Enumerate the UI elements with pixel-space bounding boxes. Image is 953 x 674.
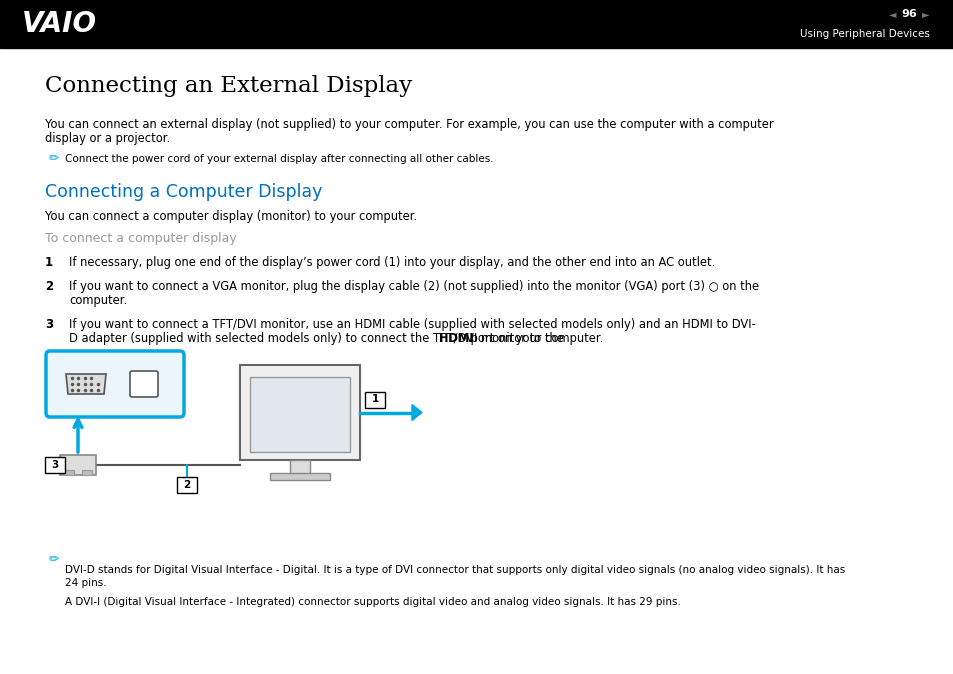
Text: Connecting a Computer Display: Connecting a Computer Display (45, 183, 322, 201)
Text: 1: 1 (371, 394, 378, 404)
Text: HDMI: HDMI (438, 332, 473, 345)
Text: You can connect an external display (not supplied) to your computer. For example: You can connect an external display (not… (45, 118, 773, 131)
Text: You can connect a computer display (monitor) to your computer.: You can connect a computer display (moni… (45, 210, 416, 223)
Text: To connect a computer display: To connect a computer display (45, 232, 236, 245)
Bar (240, 365, 359, 460)
Polygon shape (412, 404, 421, 421)
Text: DVI-D stands for Digital Visual Interface - Digital. It is a type of DVI connect: DVI-D stands for Digital Visual Interfac… (65, 565, 844, 575)
Bar (82, 470, 91, 475)
Text: 1: 1 (45, 256, 53, 269)
Text: 24 pins.: 24 pins. (65, 578, 107, 588)
Text: ✏: ✏ (49, 553, 59, 566)
Text: ►: ► (921, 9, 928, 19)
Text: 2: 2 (183, 480, 191, 490)
Bar (45, 457, 65, 473)
Polygon shape (66, 374, 106, 394)
Text: Connect the power cord of your external display after connecting all other cable: Connect the power cord of your external … (65, 154, 493, 164)
Bar (60, 455, 96, 475)
Bar (250, 377, 350, 452)
Text: Using Peripheral Devices: Using Peripheral Devices (800, 29, 929, 39)
Bar (270, 473, 330, 480)
Bar (365, 392, 385, 408)
Text: ✏: ✏ (49, 152, 59, 165)
Text: 3: 3 (51, 460, 58, 470)
Bar (64, 470, 74, 475)
Text: If you want to connect a VGA monitor, plug the display cable (2) (not supplied) : If you want to connect a VGA monitor, pl… (69, 280, 759, 293)
Text: If you want to connect a TFT/DVI monitor, use an HDMI cable (supplied with selec: If you want to connect a TFT/DVI monitor… (69, 318, 755, 331)
Bar (0, 0, 953, 48)
Text: ◄: ◄ (887, 9, 895, 19)
Text: If necessary, plug one end of the display’s power cord (1) into your display, an: If necessary, plug one end of the displa… (69, 256, 715, 269)
Text: VAIO: VAIO (22, 10, 97, 38)
FancyBboxPatch shape (46, 351, 184, 417)
Bar (290, 460, 310, 474)
Bar (177, 477, 196, 493)
Text: computer.: computer. (69, 294, 127, 307)
Text: display or a projector.: display or a projector. (45, 132, 170, 145)
Text: 96: 96 (901, 9, 916, 19)
Text: 3: 3 (45, 318, 53, 331)
Text: 2: 2 (45, 280, 53, 293)
Text: Connecting an External Display: Connecting an External Display (45, 75, 412, 97)
Text: port on your computer.: port on your computer. (466, 332, 602, 345)
FancyBboxPatch shape (130, 371, 158, 397)
Text: A DVI-I (Digital Visual Interface - Integrated) connector supports digital video: A DVI-I (Digital Visual Interface - Inte… (65, 597, 680, 607)
Text: D adapter (supplied with selected models only) to connect the TFT/DVI monitor to: D adapter (supplied with selected models… (69, 332, 567, 345)
